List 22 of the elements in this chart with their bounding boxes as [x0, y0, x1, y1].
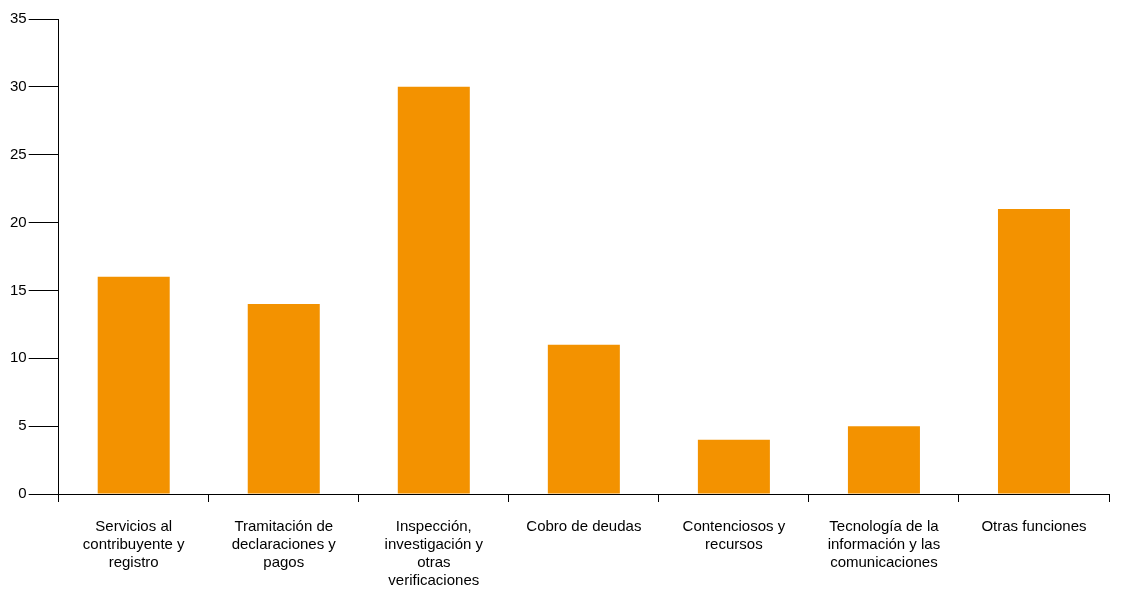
bar [997, 209, 1070, 494]
bar [847, 426, 920, 494]
y-tick-label: 30 [10, 77, 27, 94]
bar [547, 344, 620, 494]
x-tick-label: Inspección, investigación y otras verificaciones [384, 517, 484, 589]
x-tick-label: Tramitación de declaraciones y pagos [231, 517, 337, 571]
x-tick-label: Cobro de deudas [526, 517, 642, 535]
bar [697, 439, 770, 494]
y-tick-label: 20 [10, 212, 27, 230]
y-tick-label: 5 [18, 416, 27, 434]
x-tick-label: Otras funciones [981, 517, 1087, 535]
bar [97, 276, 170, 494]
y-tick-label: 25 [10, 144, 27, 162]
x-tick-label: Servicios al contribuyente y registro [82, 517, 186, 571]
y-tick-label: 35 [10, 9, 27, 27]
bar [397, 86, 470, 494]
y-tick-label: 15 [10, 280, 27, 298]
bar [247, 304, 320, 494]
y-tick-label: 10 [10, 348, 27, 366]
x-tick-label: Tecnología de la información y las comunicaciones [827, 517, 941, 571]
y-tick-label: 0 [18, 484, 27, 502]
x-tick-label: Contenciosos y recursos [682, 517, 786, 553]
